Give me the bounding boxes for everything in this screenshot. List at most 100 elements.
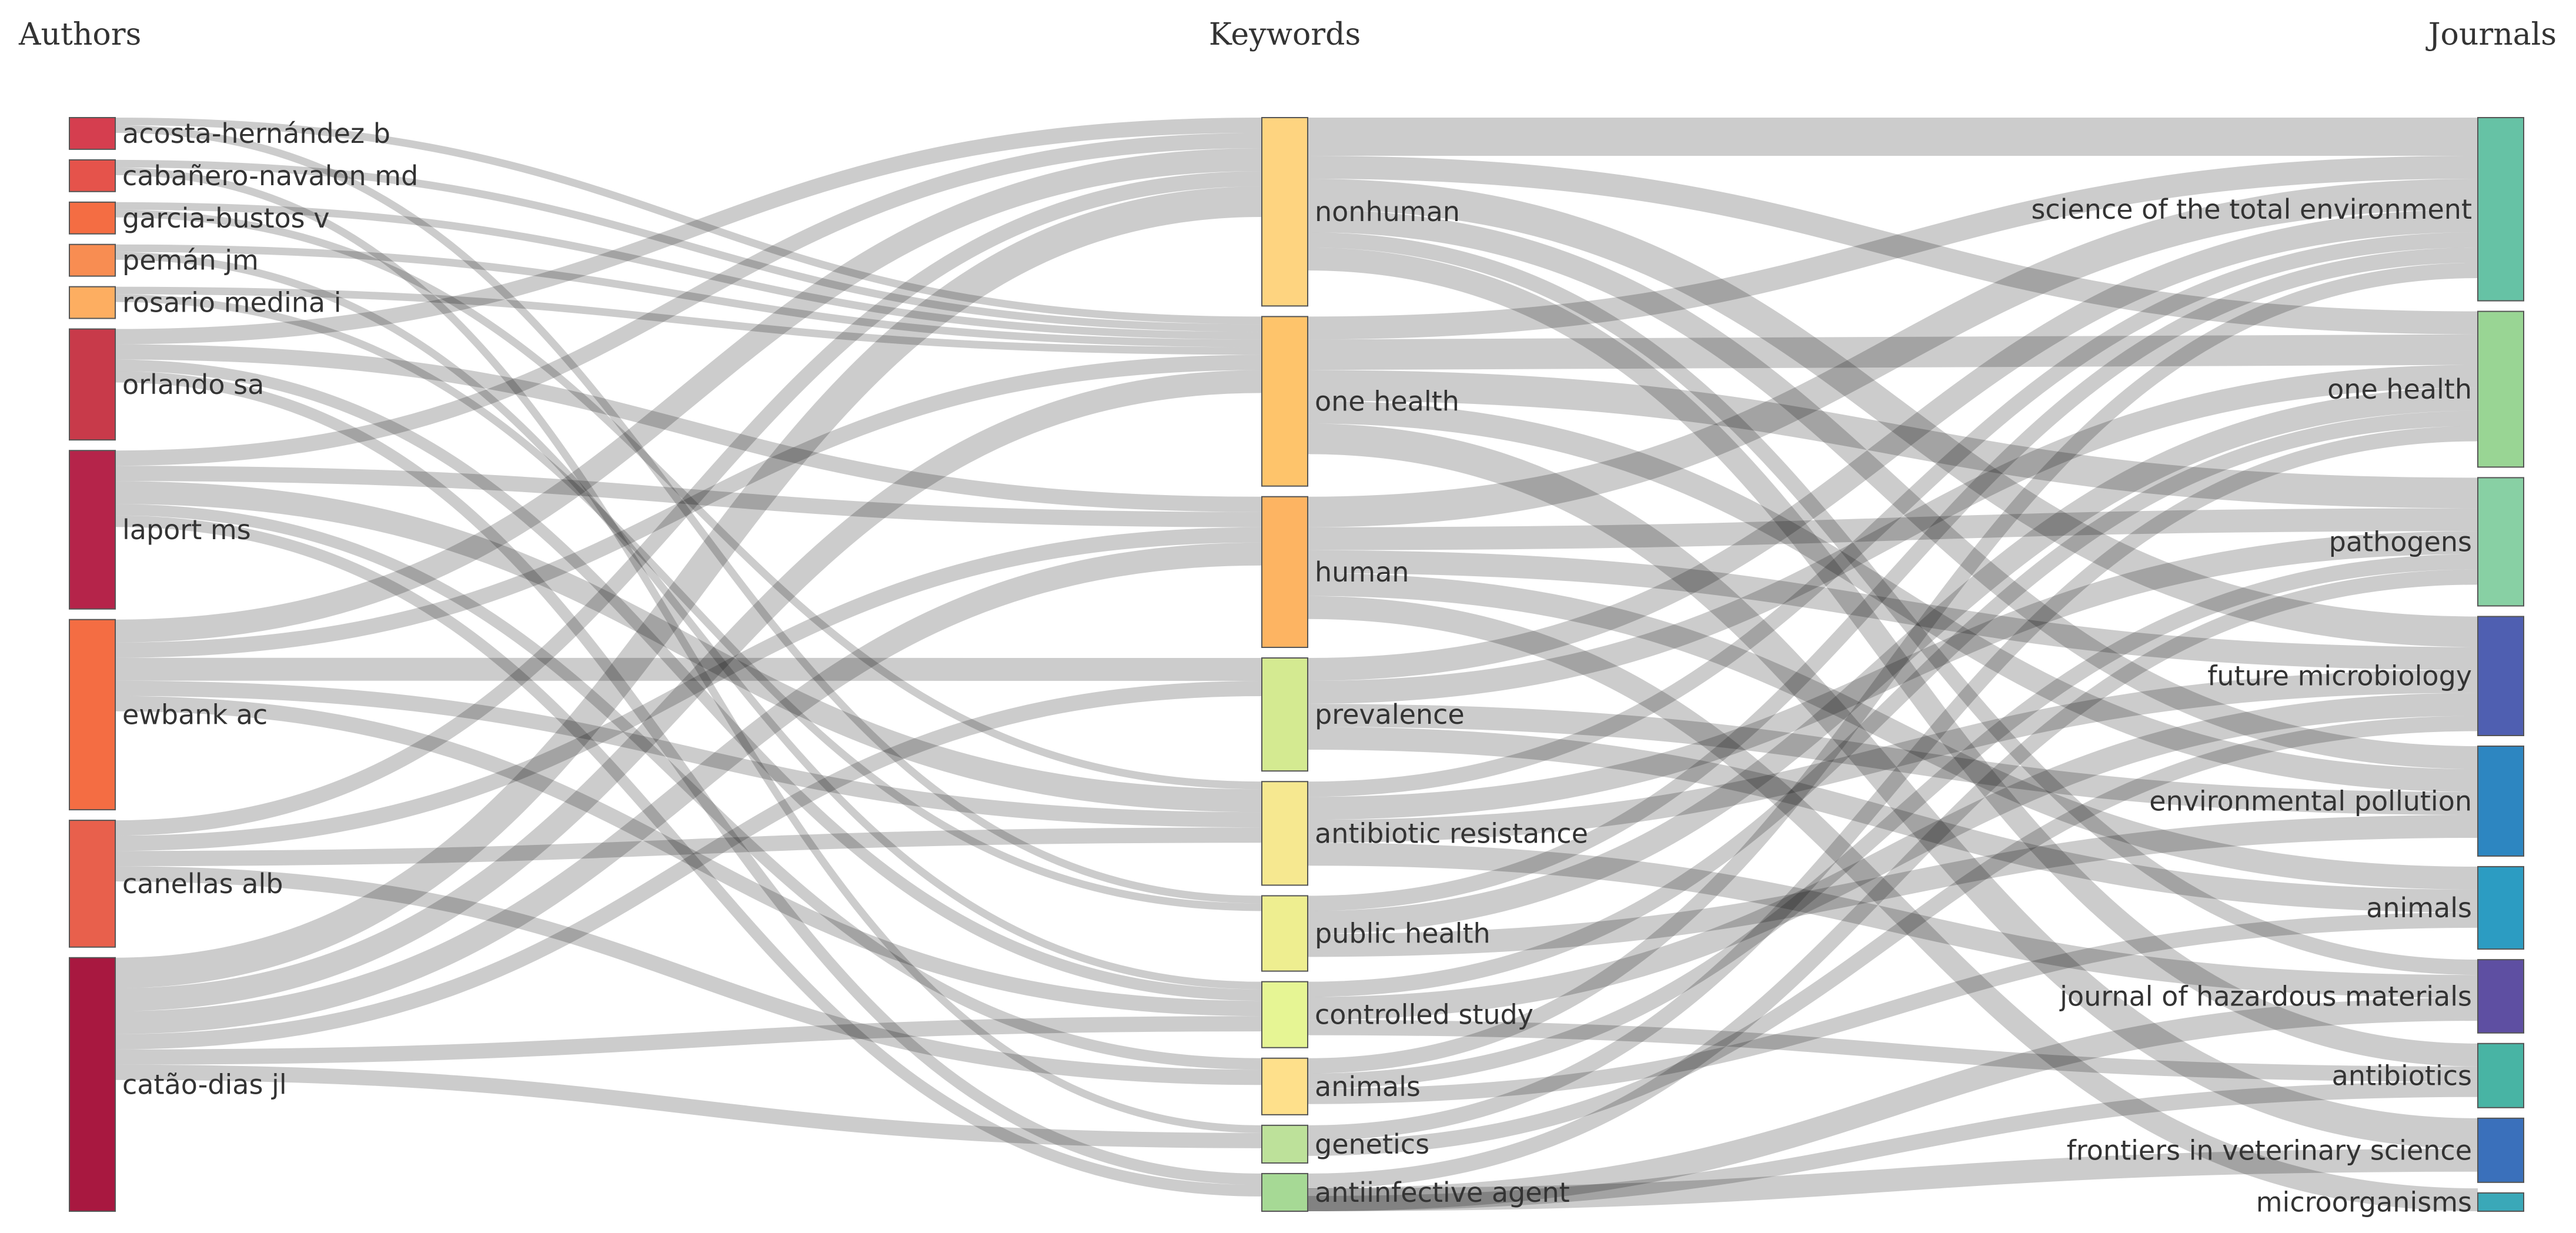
node-rect-k2[interactable] — [1261, 316, 1308, 487]
node-journals-1[interactable]: one health — [2327, 310, 2524, 468]
node-label-k6: public health — [1315, 918, 1491, 950]
node-rect-k3[interactable] — [1261, 496, 1308, 649]
node-label-a7: laport ms — [122, 514, 251, 546]
node-rect-j10[interactable] — [2477, 1192, 2524, 1212]
node-journals-4[interactable]: environmental pollution — [2149, 745, 2524, 857]
link-a10-k7 — [115, 1016, 1262, 1065]
node-rect-j7[interactable] — [2477, 959, 2524, 1034]
node-rect-k9[interactable] — [1261, 1124, 1308, 1164]
node-authors-9[interactable]: catão-dias jl — [69, 957, 287, 1212]
node-rect-k8[interactable] — [1261, 1057, 1308, 1115]
node-rect-k1[interactable] — [1261, 117, 1308, 307]
link-k5-j1 — [1307, 232, 2478, 797]
node-rect-a4[interactable] — [69, 243, 116, 277]
node-label-k3: human — [1315, 556, 1409, 588]
link-a7-k8 — [115, 504, 1262, 1070]
node-keywords-6[interactable]: controlled study — [1261, 981, 1533, 1048]
link-a6-k7 — [115, 359, 1262, 1001]
node-rect-j4[interactable] — [2477, 616, 2524, 736]
node-rect-j5[interactable] — [2477, 745, 2524, 857]
node-rect-j8[interactable] — [2477, 1042, 2524, 1108]
node-journals-9[interactable]: microorganisms — [2256, 1186, 2524, 1218]
node-label-a2: cabañero-navalon md — [122, 160, 418, 192]
node-rect-a3[interactable] — [69, 201, 116, 235]
node-journals-8[interactable]: frontiers in veterinary science — [2067, 1117, 2524, 1183]
node-rect-k10[interactable] — [1261, 1172, 1308, 1212]
link-a7-k5 — [115, 481, 1262, 813]
node-rect-a6[interactable] — [69, 328, 116, 441]
node-rect-k7[interactable] — [1261, 981, 1308, 1048]
node-journals-5[interactable]: animals — [2366, 866, 2524, 950]
link-a10-k4 — [115, 681, 1262, 1050]
node-rect-j2[interactable] — [2477, 310, 2524, 468]
node-rect-a9[interactable] — [69, 820, 116, 948]
node-rect-j1[interactable] — [2477, 117, 2524, 302]
node-authors-3[interactable]: pemán jm — [69, 243, 259, 277]
link-a2-k9 — [115, 167, 1262, 1133]
node-keywords-2[interactable]: human — [1261, 496, 1409, 649]
node-rect-a2[interactable] — [69, 159, 116, 192]
node-rect-k4[interactable] — [1261, 657, 1308, 772]
node-rect-j9[interactable] — [2477, 1117, 2524, 1183]
node-label-a3: garcia-bustos v — [122, 202, 329, 234]
node-rect-a1[interactable] — [69, 117, 116, 150]
node-rect-k5[interactable] — [1261, 781, 1308, 886]
node-rect-j6[interactable] — [2477, 866, 2524, 950]
node-label-j10: microorganisms — [2256, 1186, 2472, 1218]
link-k7-j4 — [1307, 693, 2478, 1020]
link-a3-k2 — [115, 202, 1262, 340]
link-a4-k2 — [115, 244, 1262, 347]
link-k2-j9 — [1307, 423, 2478, 1149]
link-k5-j4 — [1307, 670, 2478, 843]
link-k1-j7 — [1307, 232, 2478, 975]
node-keywords-7[interactable]: animals — [1261, 1057, 1421, 1115]
node-rect-a8[interactable] — [69, 619, 116, 811]
link-k7-j8 — [1307, 1020, 2478, 1082]
column-title-keywords: Keywords — [1209, 17, 1361, 52]
node-journals-3[interactable]: future microbiology — [2207, 616, 2524, 736]
node-rect-a5[interactable] — [69, 286, 116, 319]
node-authors-1[interactable]: cabañero-navalon md — [69, 159, 418, 192]
link-a10-k3 — [115, 542, 1262, 1034]
node-keywords-4[interactable]: antibiotic resistance — [1261, 781, 1588, 886]
link-k4-j1 — [1307, 209, 2478, 681]
link-a5-k6 — [115, 294, 1262, 911]
node-authors-5[interactable]: orlando sa — [69, 328, 264, 441]
link-k2-j3 — [1307, 370, 2478, 509]
link-k6-j5 — [1307, 814, 2478, 957]
link-a9-k8 — [115, 866, 1262, 1085]
node-authors-6[interactable]: laport ms — [69, 450, 251, 610]
node-keywords-9[interactable]: antiinfective agent — [1261, 1172, 1570, 1212]
link-k9-j4 — [1307, 716, 2478, 1156]
node-journals-7[interactable]: antibiotics — [2332, 1042, 2524, 1108]
node-rect-a10[interactable] — [69, 957, 116, 1212]
node-label-a10: catão-dias jl — [122, 1068, 287, 1100]
link-k3-j6 — [1307, 573, 2478, 890]
node-authors-7[interactable]: ewbank ac — [69, 619, 268, 811]
node-keywords-8[interactable]: genetics — [1261, 1124, 1429, 1164]
node-journals-2[interactable]: pathogens — [2329, 477, 2524, 607]
node-keywords-1[interactable]: one health — [1261, 316, 1459, 487]
node-keywords-0[interactable]: nonhuman — [1261, 117, 1460, 307]
node-authors-4[interactable]: rosario medina i — [69, 286, 342, 319]
node-rect-a7[interactable] — [69, 450, 116, 610]
node-authors-0[interactable]: acosta-hernández b — [69, 117, 390, 150]
node-label-j6: animals — [2366, 892, 2472, 924]
node-keywords-5[interactable]: public health — [1261, 895, 1491, 972]
node-journals-6[interactable]: journal of hazardous materials — [2059, 959, 2524, 1034]
node-rect-j3[interactable] — [2477, 477, 2524, 607]
link-a7-k3 — [115, 466, 1262, 527]
node-rect-k6[interactable] — [1261, 895, 1308, 972]
column-titles: Authors Keywords Journals — [18, 17, 2557, 52]
node-authors-8[interactable]: canellas alb — [69, 820, 283, 948]
link-k9-j2 — [1307, 426, 2478, 1141]
node-keywords-3[interactable]: prevalence — [1261, 657, 1465, 772]
link-a9-k5 — [115, 827, 1262, 867]
node-label-j7: journal of hazardous materials — [2059, 980, 2472, 1012]
link-k5-j3 — [1307, 531, 2478, 820]
node-label-a4: pemán jm — [122, 245, 259, 276]
node-journals-0[interactable]: science of the total environment — [2031, 117, 2524, 302]
link-a1-k2 — [115, 118, 1262, 325]
node-authors-2[interactable]: garcia-bustos v — [69, 201, 329, 235]
